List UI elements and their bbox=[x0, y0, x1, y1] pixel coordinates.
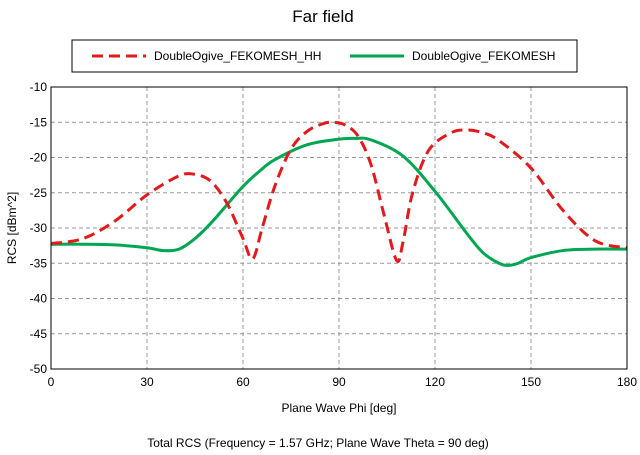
y-tick-label: -20 bbox=[30, 151, 48, 165]
y-tick-label: -50 bbox=[30, 362, 48, 376]
x-tick-label: 60 bbox=[236, 375, 250, 389]
y-axis-label: RCS [dBm^2] bbox=[5, 192, 19, 264]
y-tick-label: -35 bbox=[30, 256, 48, 270]
series-layer bbox=[50, 120, 628, 267]
y-tick-label: -10 bbox=[30, 80, 48, 94]
chart-title: Far field bbox=[292, 7, 353, 26]
x-tick-label: 150 bbox=[521, 375, 541, 389]
plot-frame bbox=[50, 86, 628, 370]
grid bbox=[51, 87, 627, 369]
x-tick-label: 0 bbox=[48, 375, 55, 389]
x-tick-label: 180 bbox=[617, 375, 637, 389]
legend-label-fekomesh: DoubleOgive_FEKOMESH bbox=[412, 49, 555, 63]
x-tick-label: 30 bbox=[140, 375, 154, 389]
y-tick-label: -15 bbox=[30, 115, 48, 129]
y-tick-label: -30 bbox=[30, 221, 48, 235]
legend-frame bbox=[71, 39, 578, 73]
series-line-hh bbox=[50, 120, 628, 263]
series-line-fekomesh bbox=[50, 136, 628, 267]
legend-label-hh: DoubleOgive_FEKOMESH_HH bbox=[154, 49, 321, 63]
x-tick-label: 90 bbox=[332, 375, 346, 389]
y-tick-label: -45 bbox=[30, 327, 48, 341]
x-tick-label: 120 bbox=[425, 375, 445, 389]
tick-labels: 0 30 60 90 120 150 180 -10 -15 -20 -25 -30 -35 -40 -45… bbox=[30, 80, 638, 389]
y-tick-label: -25 bbox=[30, 186, 48, 200]
x-axis-label: Plane Wave Phi [deg] bbox=[282, 401, 397, 415]
legend: DoubleOgive_FEKOMESH_HH DoubleOgive_FEKO… bbox=[71, 39, 578, 73]
y-tick-label: -40 bbox=[30, 292, 48, 306]
chart-footer: Total RCS (Frequency = 1.57 GHz; Plane W… bbox=[147, 436, 489, 450]
